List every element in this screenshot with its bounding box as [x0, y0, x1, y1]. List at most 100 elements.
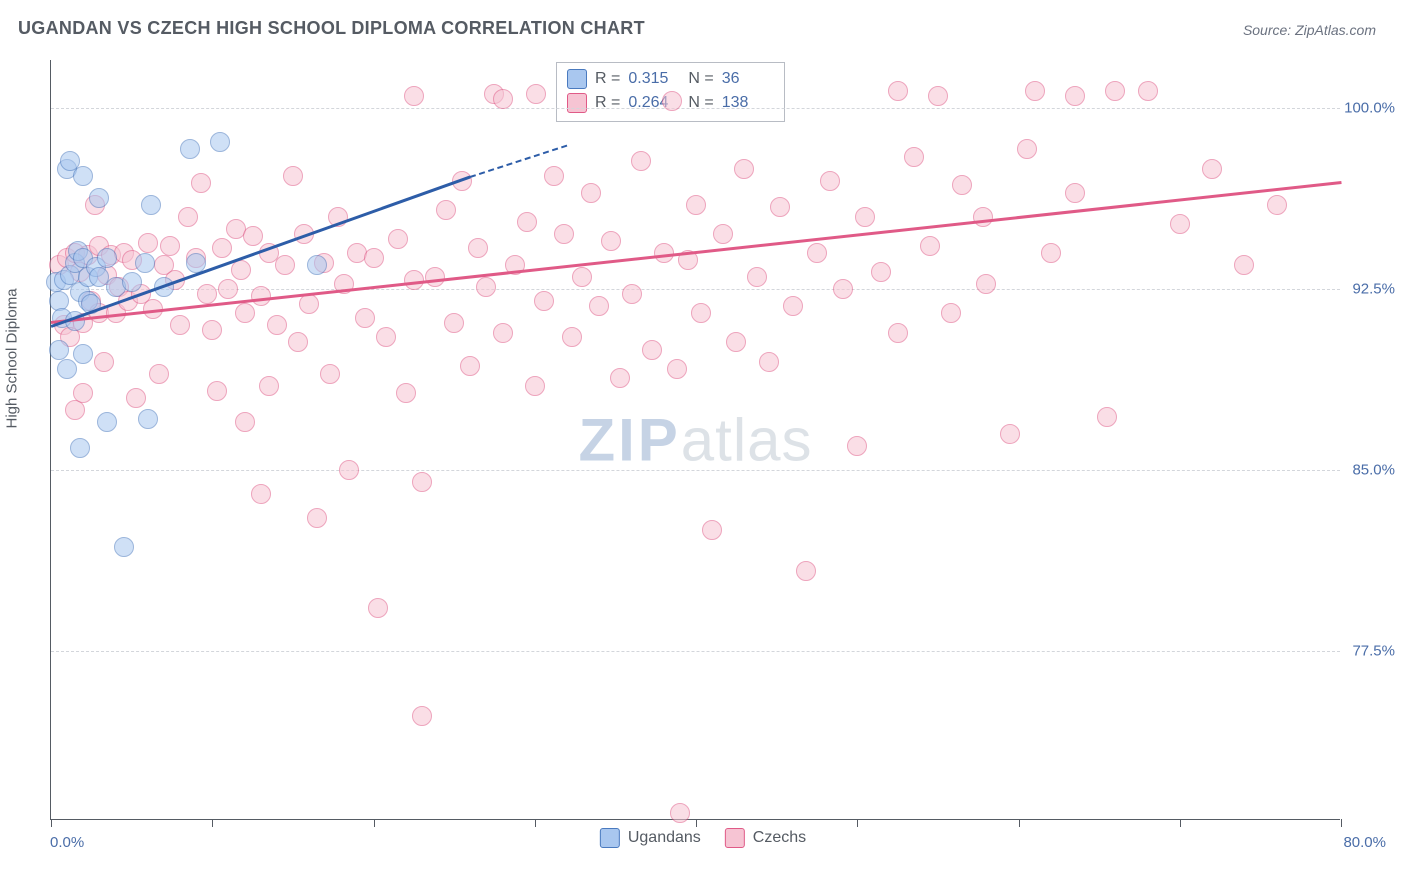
data-point: [396, 383, 416, 403]
data-point: [928, 86, 948, 106]
data-point: [436, 200, 456, 220]
data-point: [388, 229, 408, 249]
data-point: [267, 315, 287, 335]
gridline: [51, 289, 1340, 290]
data-point: [713, 224, 733, 244]
data-point: [259, 376, 279, 396]
data-point: [135, 253, 155, 273]
data-point: [89, 188, 109, 208]
x-tick: [374, 819, 375, 827]
data-point: [235, 412, 255, 432]
x-tick: [1341, 819, 1342, 827]
stats-row-ugandans: R = 0.315 N = 36: [567, 67, 774, 91]
y-tick-label: 77.5%: [1352, 643, 1395, 660]
data-point: [231, 260, 251, 280]
data-point: [138, 409, 158, 429]
data-point: [1041, 243, 1061, 263]
data-point: [468, 238, 488, 258]
data-point: [601, 231, 621, 251]
data-point: [1267, 195, 1287, 215]
bottom-legend: Ugandans Czechs: [600, 828, 806, 848]
data-point: [149, 364, 169, 384]
data-point: [1065, 86, 1085, 106]
data-point: [517, 212, 537, 232]
data-point: [631, 151, 651, 171]
data-point: [1105, 81, 1125, 101]
data-point: [425, 267, 445, 287]
data-point: [920, 236, 940, 256]
data-point: [160, 236, 180, 256]
x-axis-min-label: 0.0%: [50, 834, 84, 851]
legend-swatch-czechs: [725, 828, 745, 848]
x-tick: [51, 819, 52, 827]
data-point: [1202, 159, 1222, 179]
data-point: [307, 255, 327, 275]
x-tick: [535, 819, 536, 827]
data-point: [871, 262, 891, 282]
data-point: [670, 803, 690, 823]
swatch-czechs: [567, 93, 587, 113]
data-point: [976, 274, 996, 294]
gridline: [51, 651, 1340, 652]
data-point: [662, 91, 682, 111]
stats-r-label: R =: [595, 67, 620, 91]
data-point: [610, 368, 630, 388]
data-point: [525, 376, 545, 396]
data-point: [734, 159, 754, 179]
data-point: [364, 248, 384, 268]
stats-r-label: R =: [595, 91, 620, 115]
data-point: [589, 296, 609, 316]
stats-n-value-czechs: 138: [722, 91, 774, 115]
data-point: [526, 84, 546, 104]
data-point: [339, 460, 359, 480]
data-point: [888, 323, 908, 343]
data-point: [904, 147, 924, 167]
data-point: [114, 537, 134, 557]
data-point: [412, 472, 432, 492]
data-point: [210, 132, 230, 152]
legend-swatch-ugandans: [600, 828, 620, 848]
plot-area: ZIPatlas R = 0.315 N = 36 R = 0.264 N = …: [50, 60, 1340, 820]
data-point: [202, 320, 222, 340]
data-point: [288, 332, 308, 352]
data-point: [1097, 407, 1117, 427]
gridline: [51, 470, 1340, 471]
data-point: [212, 238, 232, 258]
gridline: [51, 108, 1340, 109]
y-tick-label: 92.5%: [1352, 281, 1395, 298]
data-point: [686, 195, 706, 215]
stats-n-label: N =: [688, 67, 713, 91]
stats-n-label: N =: [688, 91, 713, 115]
data-point: [534, 291, 554, 311]
x-tick: [1019, 819, 1020, 827]
data-point: [952, 175, 972, 195]
data-point: [170, 315, 190, 335]
data-point: [73, 344, 93, 364]
legend-label-czechs: Czechs: [753, 829, 806, 847]
data-point: [141, 195, 161, 215]
data-point: [218, 279, 238, 299]
data-point: [544, 166, 564, 186]
data-point: [275, 255, 295, 275]
data-point: [807, 243, 827, 263]
x-tick: [857, 819, 858, 827]
data-point: [412, 706, 432, 726]
data-point: [1170, 214, 1190, 234]
data-point: [572, 267, 592, 287]
data-point: [251, 484, 271, 504]
data-point: [73, 166, 93, 186]
data-point: [207, 381, 227, 401]
data-point: [57, 359, 77, 379]
data-point: [404, 270, 424, 290]
data-point: [97, 248, 117, 268]
watermark: ZIPatlas: [578, 405, 812, 474]
chart-title: UGANDAN VS CZECH HIGH SCHOOL DIPLOMA COR…: [18, 18, 645, 39]
data-point: [476, 277, 496, 297]
data-point: [554, 224, 574, 244]
data-point: [747, 267, 767, 287]
x-tick: [1180, 819, 1181, 827]
watermark-part-1: ZIP: [578, 406, 680, 473]
data-point: [235, 303, 255, 323]
data-point: [283, 166, 303, 186]
data-point: [126, 388, 146, 408]
